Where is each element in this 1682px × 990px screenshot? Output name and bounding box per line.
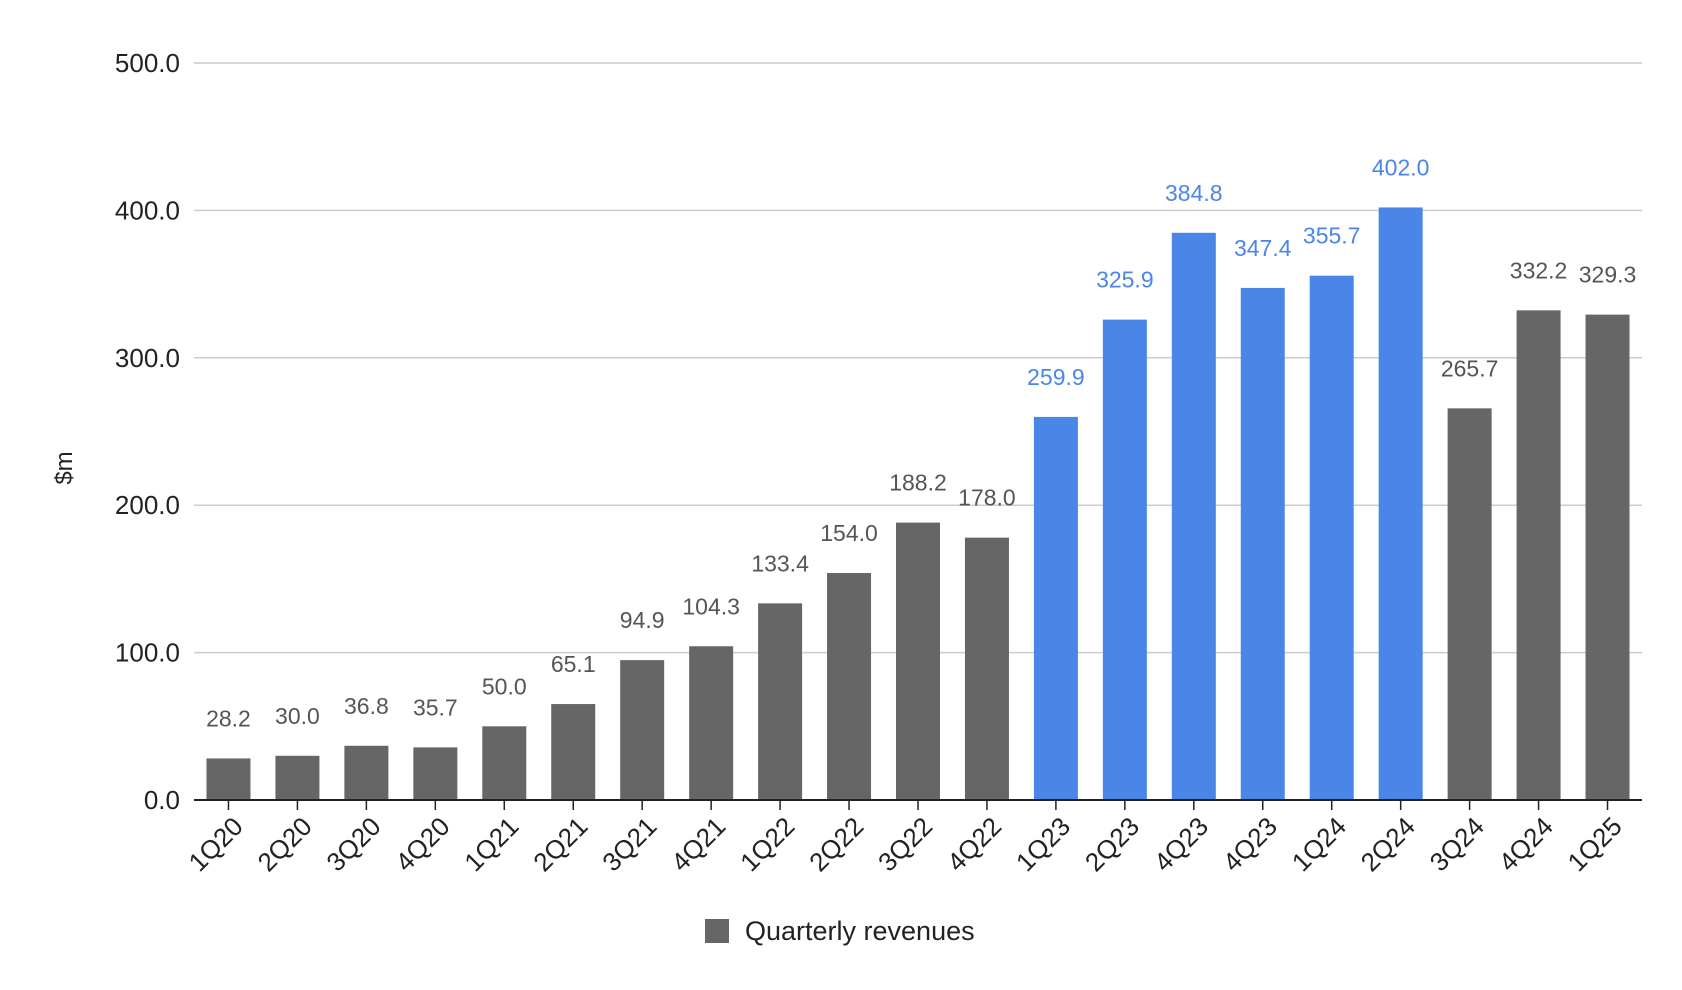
x-tick-label: 2Q22 bbox=[803, 811, 869, 877]
y-tick-label: 400.0 bbox=[115, 195, 180, 225]
x-tick-label: 1Q20 bbox=[183, 811, 249, 877]
bar bbox=[620, 660, 665, 800]
data-label: 133.4 bbox=[751, 550, 809, 576]
y-tick-label: 0.0 bbox=[144, 785, 180, 815]
bar bbox=[689, 646, 734, 800]
x-tick-label: 3Q24 bbox=[1424, 811, 1490, 877]
data-label: 332.2 bbox=[1510, 257, 1568, 283]
data-label: 178.0 bbox=[958, 485, 1016, 511]
y-tick-label: 100.0 bbox=[115, 638, 180, 668]
x-tick-label: 2Q20 bbox=[251, 811, 317, 877]
x-tick-label: 3Q21 bbox=[596, 811, 662, 877]
legend-label: Quarterly revenues bbox=[745, 916, 975, 946]
data-label: 188.2 bbox=[889, 470, 947, 496]
data-label: 355.7 bbox=[1303, 223, 1361, 249]
data-label: 384.8 bbox=[1165, 180, 1223, 206]
legend: Quarterly revenues bbox=[705, 916, 975, 946]
x-tick-label: 3Q20 bbox=[320, 811, 386, 877]
x-tick-label: 1Q23 bbox=[1010, 811, 1076, 877]
bar bbox=[1309, 275, 1354, 800]
x-tick-label: 2Q21 bbox=[527, 811, 593, 877]
x-tick-label: 4Q23 bbox=[1217, 811, 1283, 877]
bar bbox=[1447, 408, 1492, 800]
data-label: 154.0 bbox=[820, 520, 878, 546]
bar bbox=[1378, 207, 1423, 800]
data-labels: 28.2 30.0 36.8 35.7 50.0 65.1 94.9 104.3 133.4 15… bbox=[206, 154, 1636, 731]
bar bbox=[1585, 314, 1630, 800]
x-axis-ticks: 1Q20 2Q20 3Q20 4Q20 1Q21 2Q21 3Q21 4Q21 1Q22 2Q22… bbox=[183, 811, 1628, 877]
bar bbox=[1240, 287, 1285, 801]
y-axis-label: $m bbox=[51, 451, 78, 484]
x-tick-label: 1Q21 bbox=[458, 811, 524, 877]
data-label: 329.3 bbox=[1579, 262, 1637, 288]
data-label: 65.1 bbox=[551, 651, 596, 677]
data-label: 347.4 bbox=[1234, 235, 1292, 261]
x-tick-label: 4Q21 bbox=[665, 811, 731, 877]
bar bbox=[551, 704, 596, 800]
x-tick-label: 4Q20 bbox=[389, 811, 455, 877]
data-label: 402.0 bbox=[1372, 154, 1430, 180]
data-label: 94.9 bbox=[620, 607, 665, 633]
bar bbox=[964, 537, 1009, 800]
bars bbox=[206, 207, 1630, 801]
x-tick-label: 3Q22 bbox=[872, 811, 938, 877]
bar bbox=[827, 573, 872, 800]
data-label: 265.7 bbox=[1441, 355, 1499, 381]
bar bbox=[206, 758, 251, 800]
legend-swatch bbox=[705, 919, 729, 943]
data-label: 28.2 bbox=[206, 705, 251, 731]
bar bbox=[275, 755, 320, 800]
data-label: 36.8 bbox=[344, 693, 389, 719]
y-tick-label: 200.0 bbox=[115, 490, 180, 520]
y-tick-label: 500.0 bbox=[115, 48, 180, 78]
bar bbox=[413, 747, 458, 800]
data-label: 259.9 bbox=[1027, 364, 1085, 390]
bar bbox=[1033, 416, 1078, 800]
bar bbox=[1516, 310, 1561, 800]
x-tick-label: 4Q22 bbox=[941, 811, 1007, 877]
x-tick-label: 1Q25 bbox=[1562, 811, 1628, 877]
bar bbox=[344, 745, 389, 800]
data-label: 30.0 bbox=[275, 703, 320, 729]
x-tick-label: 4Q23 bbox=[1148, 811, 1214, 877]
bar bbox=[1171, 232, 1216, 800]
bar bbox=[1102, 319, 1147, 800]
x-tick-label: 2Q24 bbox=[1355, 811, 1421, 877]
x-tick-label: 4Q24 bbox=[1493, 811, 1559, 877]
x-tick-label: 1Q22 bbox=[734, 811, 800, 877]
data-label: 325.9 bbox=[1096, 267, 1154, 293]
data-label: 35.7 bbox=[413, 694, 458, 720]
x-axis bbox=[194, 799, 1642, 810]
bar bbox=[896, 522, 940, 800]
y-tick-label: 300.0 bbox=[115, 343, 180, 373]
data-label: 50.0 bbox=[482, 673, 527, 699]
x-tick-label: 1Q24 bbox=[1286, 811, 1352, 877]
data-label: 104.3 bbox=[682, 593, 740, 619]
bar bbox=[482, 726, 527, 800]
x-tick-label: 2Q23 bbox=[1079, 811, 1145, 877]
bar bbox=[758, 603, 803, 800]
y-axis-ticks: 0.0 100.0 200.0 300.0 400.0 500.0 bbox=[115, 48, 180, 815]
